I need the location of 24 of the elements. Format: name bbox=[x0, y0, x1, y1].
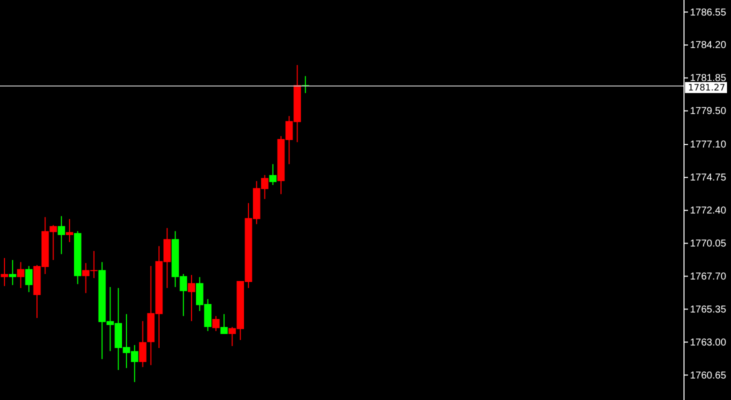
y-tick-label: 1777.10 bbox=[690, 140, 727, 151]
candlestick bbox=[220, 314, 228, 334]
candlestick bbox=[269, 164, 277, 186]
candlestick bbox=[66, 218, 74, 243]
y-tick-label: 1765.35 bbox=[690, 304, 727, 316]
y-tick-label: 1763.00 bbox=[690, 337, 727, 348]
y-tick-label: 1781.85 bbox=[690, 73, 727, 84]
candlestick bbox=[0, 258, 8, 287]
candlestick bbox=[212, 316, 220, 332]
y-tick-label: 1784.20 bbox=[690, 40, 727, 52]
y-tick-label: 1770.05 bbox=[690, 238, 727, 250]
y-tick-label: 1786.55 bbox=[690, 7, 727, 18]
ref-line-label: 1781.27 bbox=[688, 84, 726, 94]
y-tick-label: 1779.50 bbox=[690, 106, 727, 118]
candlestick bbox=[139, 320, 146, 368]
y-tick-label: 1767.70 bbox=[690, 271, 727, 282]
candlestick bbox=[188, 274, 196, 322]
candlestick bbox=[58, 216, 66, 255]
y-tick-label: 1760.65 bbox=[690, 370, 727, 382]
y-tick-label: 1772.40 bbox=[690, 206, 727, 217]
candlestick bbox=[25, 266, 33, 293]
candlestick bbox=[8, 259, 16, 286]
y-tick-label: 1774.75 bbox=[690, 172, 727, 184]
candlestick bbox=[17, 262, 24, 289]
